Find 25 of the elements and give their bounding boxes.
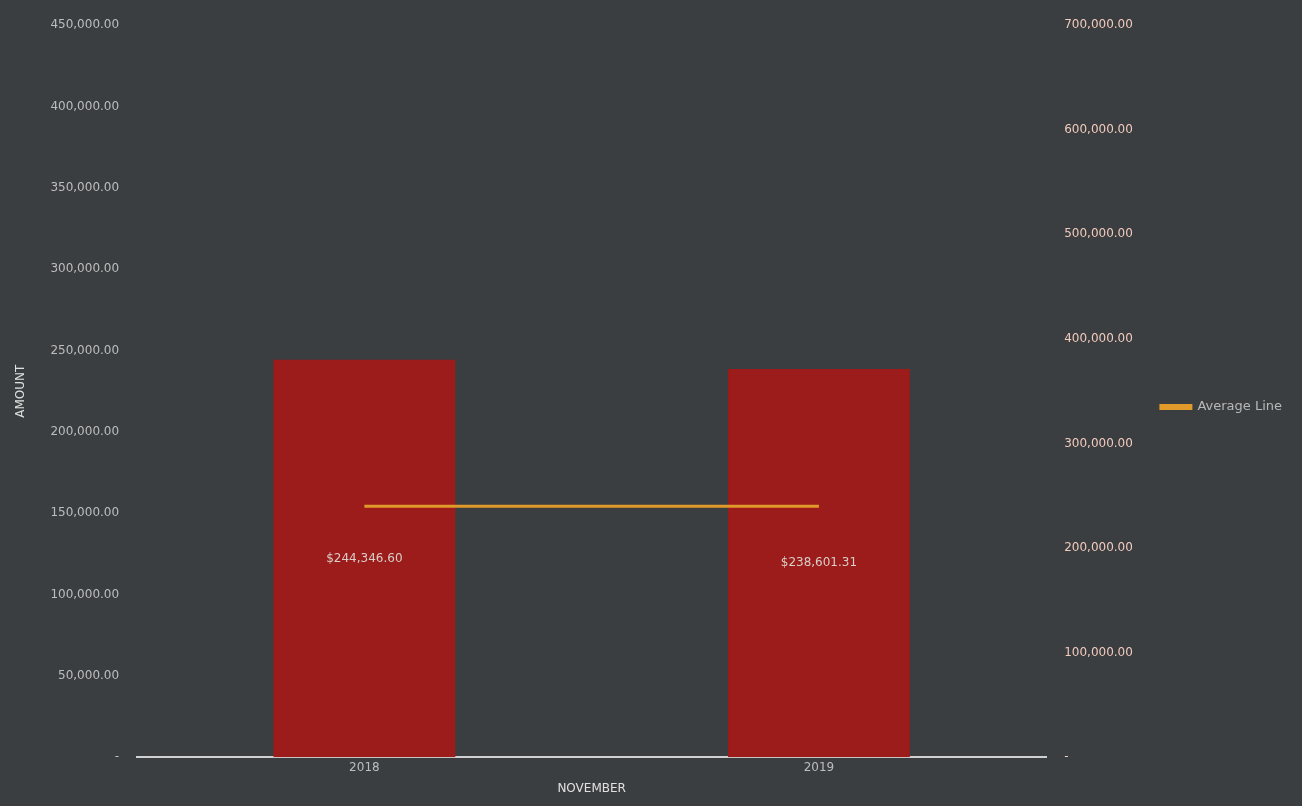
y-tick-label: 250,000.00 (50, 342, 120, 357)
data-label: $238,601.31 (780, 555, 858, 570)
y-tick-label: 300,000.00 (50, 261, 120, 276)
y-tick-label: 450,000.00 (50, 17, 120, 32)
y-tick-label: 150,000.00 (50, 505, 120, 520)
y-tick-label: 200,000.00 (50, 423, 120, 438)
y-tick-label: 100,000.00 (50, 586, 120, 601)
y2-tick-label: 100,000.00 (1064, 644, 1133, 659)
y-tick-label: 400,000.00 (50, 98, 120, 113)
y2-tick-label: 500,000.00 (1064, 226, 1133, 241)
y2-tick-label: 600,000.00 (1064, 121, 1133, 136)
x-tick-label: 2019 (803, 759, 835, 774)
y-tick-label: 50,000.00 (58, 667, 120, 682)
data-label: $244,346.60 (326, 550, 403, 565)
y2-tick-label: 700,000.00 (1064, 17, 1133, 32)
x-axis-title: NOVEMBER (557, 780, 626, 795)
y2-tick-label: 300,000.00 (1064, 435, 1133, 450)
y-tick-label: 350,000.00 (50, 179, 120, 194)
y-axis-title: AMOUNT (13, 363, 28, 418)
y2-tick-label: - (1064, 749, 1069, 764)
legend-label: Average Line (1197, 398, 1282, 414)
x-tick-label: 2018 (349, 759, 380, 774)
y2-tick-label: 400,000.00 (1064, 331, 1133, 346)
y2-tick-label: 200,000.00 (1064, 540, 1133, 555)
y-tick-label: - (114, 749, 120, 764)
